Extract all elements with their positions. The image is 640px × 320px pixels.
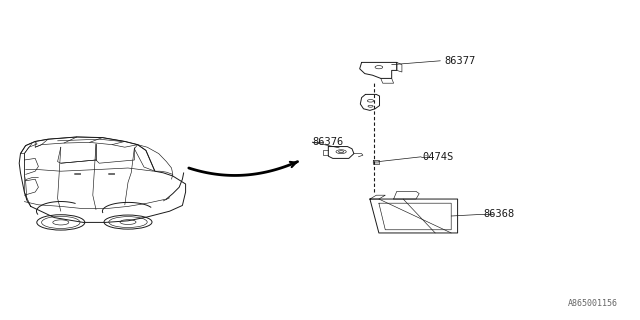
Text: A865001156: A865001156 — [568, 299, 618, 308]
Text: 0474S: 0474S — [422, 152, 454, 162]
Text: 86376: 86376 — [312, 137, 344, 148]
Text: 86377: 86377 — [445, 56, 476, 66]
Text: 86368: 86368 — [483, 209, 515, 220]
